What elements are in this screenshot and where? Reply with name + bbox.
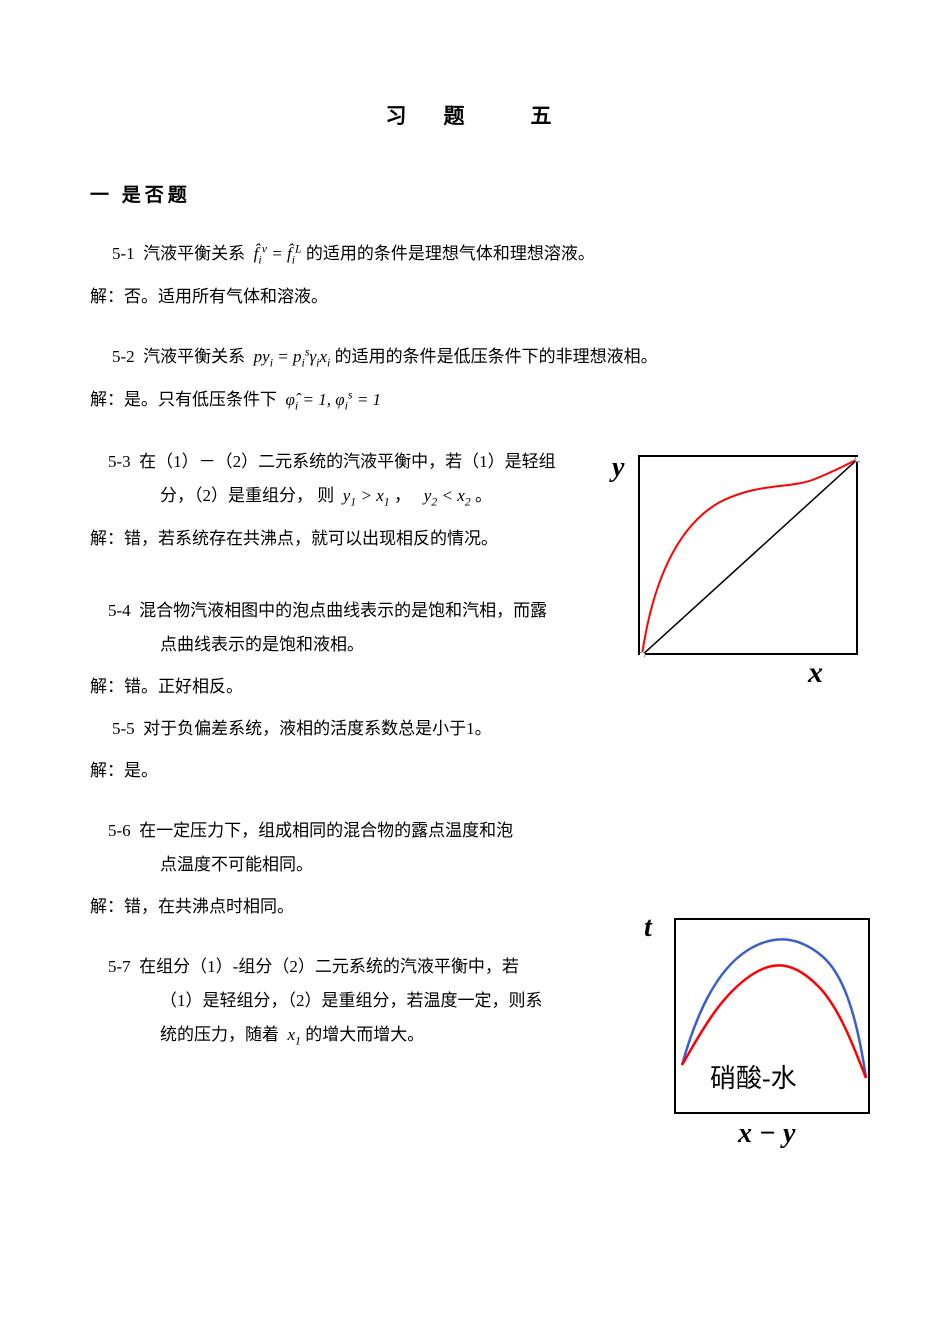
text: 在（1）－（2）二元系统的汽液平衡中，若（1）是轻组 bbox=[139, 452, 556, 471]
problem-num: 5-2 bbox=[112, 347, 135, 366]
problem-5-7: 5-7 在组分（1）-组分（2）二元系统的汽液平衡中，若 （1）是轻组分，（2）… bbox=[90, 950, 855, 1053]
problem-5-1: 5-1 汽液平衡关系 f̂iv = f̂iL 的适用的条件是理想气体和理想溶液。 bbox=[90, 237, 855, 272]
equation: y1 > x1 bbox=[339, 486, 390, 505]
equation: x1 bbox=[283, 1025, 301, 1044]
equation: f̂iv = f̂iL bbox=[249, 244, 301, 263]
text: 的适用的条件是低压条件下的非理想液相。 bbox=[335, 347, 658, 366]
problem-num: 5-3 bbox=[108, 452, 131, 471]
problem-5-6: 5-6 在一定压力下，组成相同的混合物的露点温度和泡 点温度不可能相同。 bbox=[90, 814, 855, 882]
problem-5-5: 5-5 对于负偏差系统，液相的活度系数总是小于1。 bbox=[90, 712, 855, 746]
text: 在组分（1）-组分（2）二元系统的汽液平衡中，若 bbox=[139, 957, 519, 976]
text: 统的压力，随着 bbox=[160, 1025, 279, 1044]
text: 解：是。只有低压条件下 bbox=[90, 390, 277, 409]
marker bbox=[855, 457, 860, 462]
problem-num: 5-4 bbox=[108, 601, 131, 620]
text: 对于负偏差系统，液相的活度系数总是小于1。 bbox=[143, 719, 492, 738]
problem-num: 5-5 bbox=[112, 719, 135, 738]
section-heading: 一 是否题 bbox=[90, 180, 855, 207]
t-axis-label: t bbox=[644, 912, 652, 944]
xy-axis-label: x − y bbox=[738, 1118, 795, 1150]
text: 汽液平衡关系 bbox=[143, 347, 245, 366]
y-axis-label: y bbox=[612, 452, 624, 484]
text: 的适用的条件是理想气体和理想溶液。 bbox=[306, 244, 595, 263]
text: 点曲线表示的是饱和液相。 bbox=[160, 635, 364, 654]
text: 在一定压力下，组成相同的混合物的露点温度和泡 bbox=[139, 821, 513, 840]
problem-num: 5-6 bbox=[108, 821, 131, 840]
equation: φ̂i = 1, φis = 1 bbox=[281, 390, 381, 409]
solution-5-2: 解：是。只有低压条件下 φ̂i = 1, φis = 1 bbox=[90, 383, 855, 418]
chem-system-label: 硝酸-水 bbox=[710, 1058, 797, 1095]
problem-5-2: 5-2 汽液平衡关系 pyi = pisγixi 的适用的条件是低压条件下的非理… bbox=[90, 340, 855, 375]
text: 。 bbox=[475, 486, 492, 505]
text: 分，（2）是重组分， 则 bbox=[160, 486, 334, 505]
page-title: 习 题 五 bbox=[90, 100, 855, 130]
solution-5-5: 解：是。 bbox=[90, 754, 855, 788]
equation: y2 < x2 bbox=[424, 486, 471, 505]
text: 的增大而增大。 bbox=[305, 1025, 424, 1044]
solution-5-1: 解：否。适用所有气体和溶液。 bbox=[90, 280, 855, 314]
problem-5-4: 5-4 混合物汽液相图中的泡点曲线表示的是饱和汽相，而露 点曲线表示的是饱和液相… bbox=[90, 594, 855, 662]
text: 混合物汽液相图中的泡点曲线表示的是饱和汽相，而露 bbox=[139, 601, 547, 620]
problem-num: 5-1 bbox=[112, 244, 135, 263]
text: （1）是轻组分，（2）是重组分，若温度一定，则系 bbox=[160, 991, 543, 1010]
text: 点温度不可能相同。 bbox=[160, 855, 313, 874]
equation: pyi = pisγixi bbox=[249, 347, 330, 366]
text: ， bbox=[394, 486, 411, 505]
text: 汽液平衡关系 bbox=[143, 244, 245, 263]
solution-5-4: 解：错。正好相反。 bbox=[90, 670, 855, 704]
problem-num: 5-7 bbox=[108, 957, 131, 976]
